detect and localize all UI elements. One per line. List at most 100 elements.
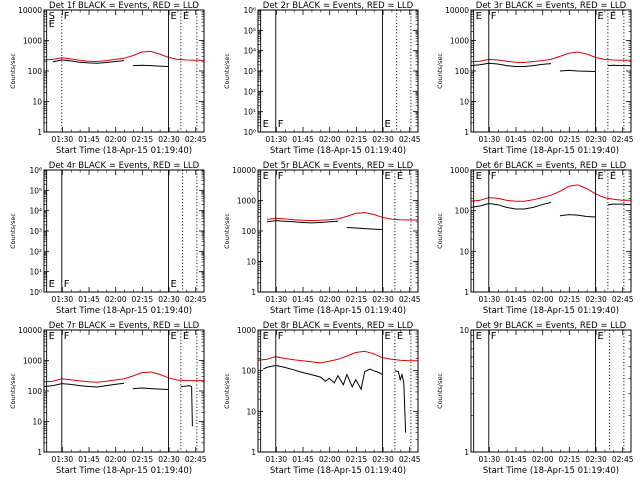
y-tick-label: 10000 [18, 326, 42, 335]
x-tick-label: 02:00 [105, 135, 127, 144]
y-tick-label: 10³ [29, 227, 42, 236]
x-tick-label: 02:30 [585, 455, 607, 464]
y-axis-label: Counts/sec [223, 213, 231, 249]
events-series-line [133, 65, 169, 66]
x-tick-label: 02:30 [372, 135, 394, 144]
time-marker-label: E [397, 171, 403, 182]
y-tick-label: 10 [459, 326, 469, 335]
x-tick-label: 02:30 [158, 135, 180, 144]
y-tick-label: 1000 [23, 37, 42, 46]
x-tick-label: 02:00 [532, 295, 554, 304]
time-marker-label: E [263, 119, 269, 130]
lld-series-line [267, 213, 418, 221]
y-tick-label: 10 [246, 258, 256, 267]
x-tick-label: 02:30 [585, 295, 607, 304]
x-tick-label: 02:00 [319, 135, 341, 144]
lld-series-line [44, 372, 204, 382]
events-series-line [263, 365, 382, 389]
x-tick-label: 02:45 [399, 455, 421, 464]
plot-frame [471, 10, 631, 132]
time-marker-label: F [64, 331, 70, 342]
x-tick-label: 02:15 [132, 455, 154, 464]
time-marker-label: E [397, 331, 403, 342]
x-axis-title: Start Time (18-Apr-15 01:19:40) [56, 466, 192, 476]
y-tick-label: 10 [459, 247, 469, 256]
time-marker-label: F [64, 11, 70, 22]
chart-det9r: Det 9r BLACK = Events, RED = LLDCounts/s… [436, 321, 634, 476]
y-tick-label: 1000 [450, 166, 469, 175]
x-tick-label: 02:15 [132, 295, 154, 304]
x-tick-label: 01:45 [505, 135, 527, 144]
time-marker-label: E [610, 171, 616, 182]
events-series-line [44, 383, 124, 387]
y-axis-label: Counts/sec [9, 373, 17, 409]
y-tick-label: 10² [243, 87, 256, 96]
time-marker-label: E [597, 171, 603, 182]
y-tick-label: 10000 [232, 166, 256, 175]
events-series-line [133, 388, 169, 390]
x-tick-label: 02:15 [132, 135, 154, 144]
y-tick-label: 10 [32, 418, 42, 427]
time-marker-label: F [278, 119, 284, 130]
y-tick-label: 10³ [243, 67, 256, 76]
x-tick-label: 02:45 [399, 295, 421, 304]
x-tick-label: 01:45 [292, 455, 314, 464]
x-tick-label: 01:30 [266, 135, 288, 144]
chart-det7r: Det 7r BLACK = Events, RED = LLDCounts/s… [9, 321, 207, 476]
x-tick-label: 02:45 [185, 295, 207, 304]
x-tick-label: 01:30 [266, 295, 288, 304]
plot-frame [258, 10, 418, 132]
time-marker-label: E [384, 331, 390, 342]
y-axis-label: Counts/sec [9, 53, 17, 89]
y-tick-label: 100 [28, 387, 43, 396]
x-tick-label: 02:30 [372, 295, 394, 304]
plot-frame [258, 170, 418, 292]
x-tick-label: 01:30 [479, 135, 501, 144]
x-tick-label: 02:45 [185, 455, 207, 464]
x-tick-label: 01:30 [52, 295, 74, 304]
y-tick-label: 10⁶ [29, 166, 42, 175]
time-marker-label: E [170, 11, 176, 22]
x-tick-label: 01:30 [266, 455, 288, 464]
x-axis-title: Start Time (18-Apr-15 01:19:40) [483, 466, 619, 476]
x-tick-label: 02:00 [532, 135, 554, 144]
time-marker-label: F [278, 171, 284, 182]
x-tick-label: 01:45 [78, 135, 100, 144]
time-marker-label: E [49, 279, 55, 290]
events-series-line [471, 63, 551, 66]
y-tick-label: 10⁶ [243, 6, 256, 15]
x-tick-label: 01:45 [292, 135, 314, 144]
x-tick-label: 01:30 [479, 295, 501, 304]
time-marker-label: E [183, 331, 189, 342]
x-tick-label: 01:45 [78, 295, 100, 304]
x-tick-label: 02:00 [319, 455, 341, 464]
time-marker-label: E [170, 331, 176, 342]
chart-det5r: Det 5r BLACK = Events, RED = LLDCounts/s… [223, 161, 421, 316]
y-tick-label: 100 [455, 67, 470, 76]
x-tick-label: 02:45 [612, 295, 634, 304]
lld-series-line [258, 351, 418, 363]
x-tick-label: 01:45 [292, 295, 314, 304]
x-axis-title: Start Time (18-Apr-15 01:19:40) [270, 306, 406, 316]
y-axis-label: Counts/sec [436, 53, 444, 89]
y-tick-label: 100 [242, 367, 257, 376]
time-marker-label: E [183, 11, 189, 22]
y-tick-label: 10⁰ [29, 288, 42, 297]
x-tick-label: 02:30 [585, 135, 607, 144]
events-series-line [347, 228, 383, 230]
x-tick-label: 01:45 [78, 455, 100, 464]
x-tick-label: 02:15 [346, 135, 368, 144]
y-tick-label: 10¹ [243, 108, 256, 117]
x-tick-label: 02:30 [372, 455, 394, 464]
time-marker-label: F [278, 331, 284, 342]
events-series-line [560, 70, 596, 71]
time-marker-label: E [170, 279, 176, 290]
x-tick-label: 01:30 [479, 455, 501, 464]
y-tick-label: 100 [455, 207, 470, 216]
events-series-line [471, 202, 551, 209]
events-series-line [560, 215, 596, 217]
y-tick-label: 1000 [237, 197, 256, 206]
time-marker-label: E [476, 331, 482, 342]
y-tick-label: 1000 [450, 37, 469, 46]
y-tick-label: 10⁵ [29, 186, 42, 195]
